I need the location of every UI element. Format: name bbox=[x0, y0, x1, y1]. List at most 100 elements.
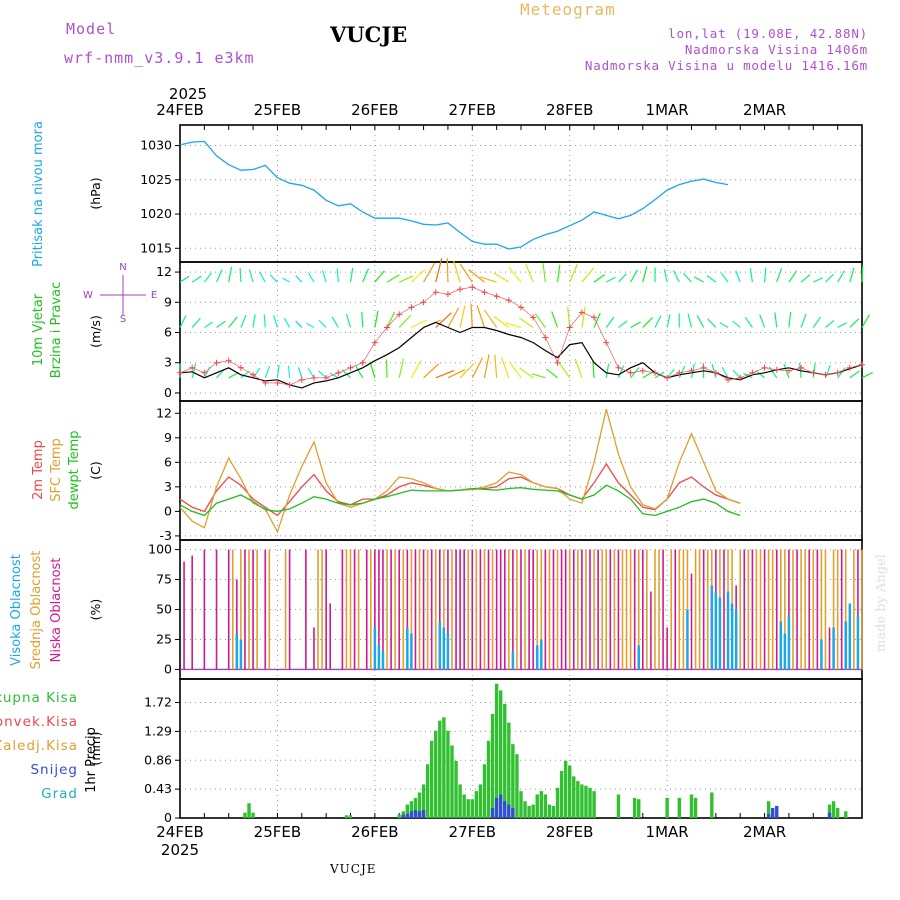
wind-vector-arrow bbox=[276, 364, 280, 378]
wind-vector-arrow bbox=[508, 361, 522, 379]
wind-vector-arrow bbox=[179, 275, 190, 283]
year-label-top: 2025 bbox=[169, 85, 207, 103]
y-tick-label: 0.43 bbox=[144, 781, 172, 796]
wind-vector-arrow bbox=[849, 267, 855, 283]
elevation-label: Nadmorska Visina 1406m bbox=[684, 42, 868, 57]
wind-vector-arrow bbox=[567, 307, 571, 328]
wind-vector-arrow bbox=[493, 272, 510, 283]
wind-vector-arrow bbox=[468, 269, 485, 283]
wind-vector-arrow bbox=[215, 269, 223, 283]
wind-vector-arrow bbox=[849, 318, 860, 328]
wind-vector-arrow bbox=[411, 319, 427, 329]
wind-vector-arrow bbox=[813, 277, 823, 283]
wind-vector-arrow bbox=[239, 268, 242, 283]
precip-bar-rain bbox=[827, 804, 832, 818]
precip-bar-rain bbox=[555, 787, 560, 818]
wind-vector-arrow bbox=[423, 262, 436, 283]
wind-vector-arrow bbox=[720, 272, 729, 283]
precip-bar-rain bbox=[535, 794, 539, 818]
wind-vector-arrow bbox=[630, 367, 640, 379]
wind-vector-arrow bbox=[494, 354, 498, 378]
wind-vector-arrow bbox=[825, 320, 835, 328]
y-tick-label: 3 bbox=[164, 479, 172, 494]
wind-vector-arrow bbox=[386, 311, 396, 328]
wind-vector-arrow bbox=[273, 315, 279, 328]
y-tick-label: 6 bbox=[164, 454, 172, 469]
wind-vector-arrow bbox=[297, 367, 303, 379]
precip-bar-rain bbox=[429, 740, 434, 818]
wind-vector-arrow bbox=[630, 269, 639, 283]
tsfc-legend-label: SFC Temp bbox=[49, 438, 64, 502]
y-tick-label: 1.29 bbox=[144, 723, 172, 738]
wind-vector-arrow bbox=[471, 357, 484, 379]
precip-bar-snow bbox=[409, 811, 414, 818]
y-tick-label: 3 bbox=[164, 355, 172, 370]
x-tick-label-top: 26FEB bbox=[351, 101, 398, 119]
wind-vector-arrow bbox=[435, 258, 443, 283]
x-tick-label-bottom: 1MAR bbox=[646, 823, 689, 841]
x-tick-label-bottom: 27FEB bbox=[449, 823, 496, 841]
y-unit-label: (%) bbox=[88, 599, 103, 621]
precip-bar-rain bbox=[251, 812, 255, 818]
y-tick-label: 0.86 bbox=[144, 752, 172, 767]
precip-bar-rain bbox=[539, 791, 543, 818]
wind-vector-arrow bbox=[672, 270, 680, 283]
precip-bar-rain bbox=[665, 797, 669, 818]
x-tick-label-top: 2MAR bbox=[743, 101, 786, 119]
wind-vector-arrow bbox=[558, 362, 571, 379]
wind-vector-arrow bbox=[682, 272, 692, 283]
precip-bar-rain bbox=[531, 804, 535, 818]
wind-vector-arrow bbox=[776, 268, 783, 283]
y-tick-label: 0 bbox=[164, 503, 172, 518]
wind-vector-arrow bbox=[447, 369, 466, 379]
precip-bar-rain bbox=[766, 801, 771, 818]
wind-vector-arrow bbox=[666, 368, 675, 379]
precip-bar-rain bbox=[543, 794, 548, 818]
precip-legend-label: Konvek.Kisa bbox=[0, 714, 78, 730]
precip-bar-rain bbox=[462, 794, 466, 818]
wind-vector-arrow bbox=[307, 272, 315, 283]
wind-vector-arrow bbox=[508, 266, 522, 283]
wind-vector-arrow bbox=[617, 273, 627, 283]
wind-vector-arrow bbox=[410, 269, 426, 283]
precip-bar-rain bbox=[243, 812, 247, 818]
precip-bar-rain bbox=[831, 801, 836, 818]
wind-vector-arrow bbox=[191, 317, 201, 328]
y-tick-label: 100 bbox=[148, 542, 172, 557]
wind-vector-arrow bbox=[252, 367, 261, 379]
wind-vector-arrow bbox=[719, 322, 729, 328]
pressure-series-line bbox=[179, 140, 729, 250]
y-tick-label: 1020 bbox=[140, 206, 172, 221]
wind-vector-arrow bbox=[581, 267, 595, 283]
wind-vector-arrow bbox=[687, 313, 693, 328]
wind-vector-arrow bbox=[696, 315, 705, 328]
precip-bar-rain bbox=[344, 815, 349, 818]
x-tick-label-bottom: 24FEB bbox=[156, 823, 203, 841]
x-tick-label-top: 25FEB bbox=[254, 101, 301, 119]
wind-vector-arrow bbox=[654, 315, 662, 328]
wind-vector-arrow bbox=[264, 366, 271, 379]
wind-vector-arrow bbox=[755, 370, 765, 379]
precip-bar-rain bbox=[523, 801, 527, 818]
wind-gust-line bbox=[179, 286, 863, 386]
temp-series-line bbox=[179, 409, 741, 534]
compass-n-label: N bbox=[119, 262, 126, 273]
x-tick-label-top: 28FEB bbox=[546, 101, 593, 119]
precip-bar-rain bbox=[494, 683, 499, 818]
wind-vector-arrow bbox=[837, 270, 845, 283]
wind-vector-arrow bbox=[493, 315, 510, 328]
wind-vector-arrow bbox=[459, 305, 466, 328]
compass-w-label: W bbox=[83, 290, 93, 301]
wind-vector-arrow bbox=[263, 314, 266, 328]
precip-bar-rain bbox=[616, 794, 621, 818]
wind-vector-arrow bbox=[861, 372, 873, 379]
wind-vector-arrow bbox=[446, 258, 449, 283]
wind-vector-arrow bbox=[642, 266, 648, 283]
precip-bar-rain bbox=[844, 811, 848, 818]
wind-vector-arrow bbox=[837, 367, 846, 379]
wind-vector-arrow bbox=[179, 315, 187, 328]
wind-vector-arrow bbox=[542, 263, 546, 283]
wind-vector-arrow bbox=[581, 307, 586, 328]
wind-vector-arrow bbox=[228, 266, 233, 283]
wind-vector-arrow bbox=[824, 365, 831, 379]
